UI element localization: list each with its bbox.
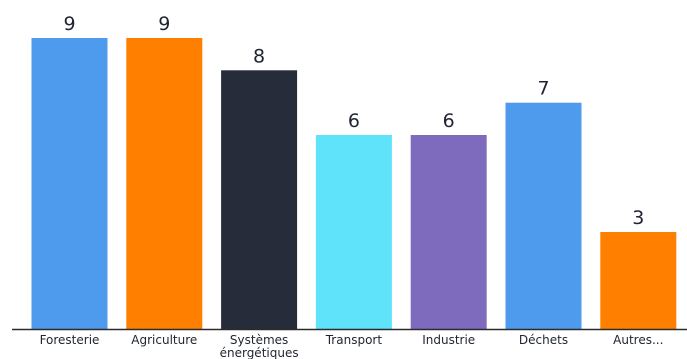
value-label-2: 8 [253,45,265,67]
value-label-4: 6 [443,110,455,132]
value-label-0: 9 [63,13,75,35]
value-label-1: 9 [158,13,170,35]
bar-1 [126,38,203,329]
category-label-2: Systèmes énergétiques [220,333,299,359]
bar-3 [315,135,392,329]
value-label-5: 7 [537,78,549,100]
category-label-6: Autres... [613,333,663,347]
bar-2 [221,70,298,330]
bar-0 [31,38,108,329]
bar-5 [505,102,582,329]
value-labels-group: 9 9 8 6 6 7 3 [63,13,644,229]
bars-group [31,38,677,330]
category-label-5: Déchets [519,333,568,347]
value-label-3: 6 [348,110,360,132]
value-label-6: 3 [632,207,644,229]
category-label-4: Industrie [422,333,475,347]
category-label-3: Transport [325,333,383,347]
category-labels-group: Foresterie Agriculture Systèmes énergétique… [40,333,664,359]
bar-4 [410,135,487,329]
category-label-1: Agriculture [131,333,197,347]
bar-6 [600,232,677,329]
category-label-0: Foresterie [40,333,100,347]
